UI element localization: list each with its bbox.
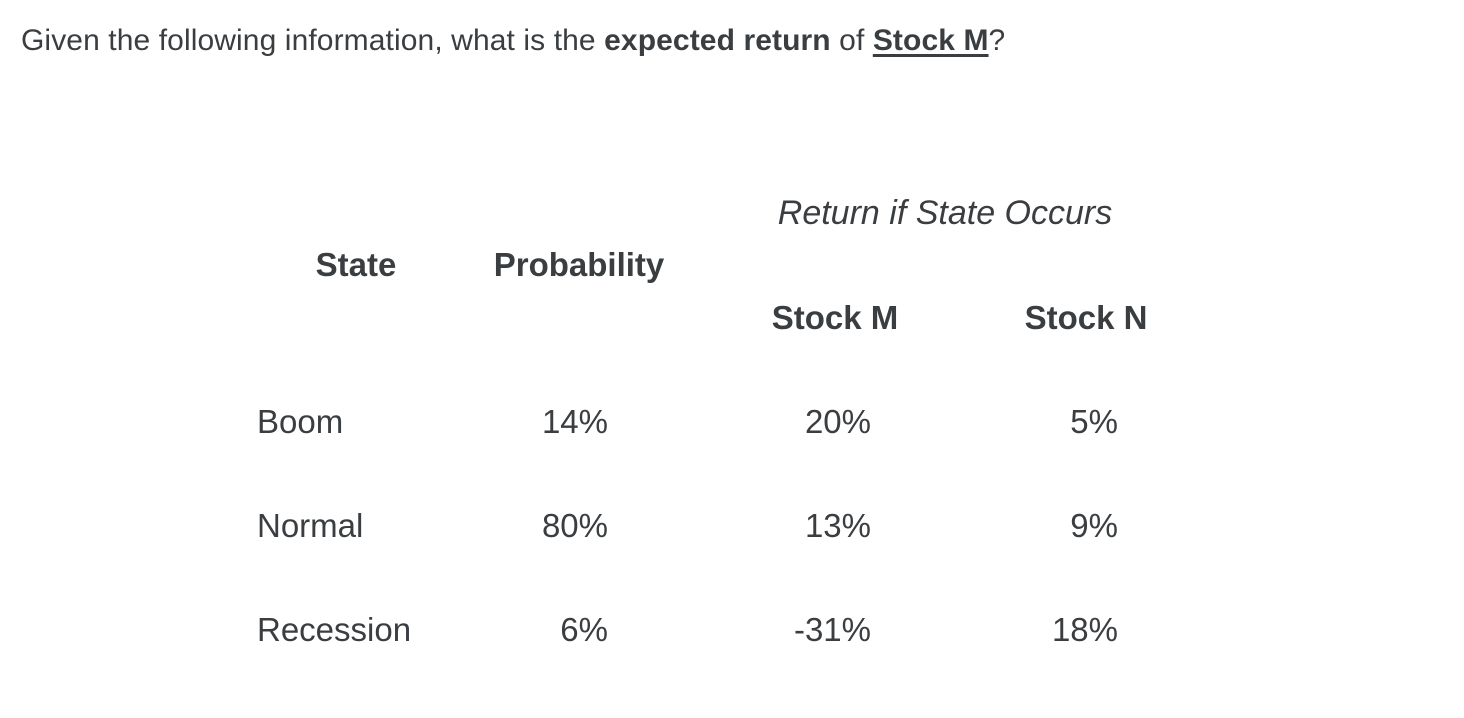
cell-probability-normal: 80% [541,507,608,544]
cell-probability-boom: 14% [541,403,608,440]
question-text-segment: Given the following information, what is… [21,24,605,57]
question-text-segment: of [830,24,873,57]
cell-stock-m-boom: 20% [804,403,871,440]
header-stock-n: Stock N [1024,299,1148,336]
cell-probability-recession: 6% [560,611,608,648]
header-probability: Probability [493,246,665,283]
header-stock-m: Stock M [771,299,899,336]
question-stock-m-underlined: Stock M [872,24,989,57]
table-caption: Return if State Occurs [777,194,1113,232]
question-bold-phrase: expected return [604,24,831,57]
cell-stock-n-recession: 18% [1051,611,1118,648]
cell-stock-n-boom: 5% [1070,403,1118,440]
cell-state-recession: Recession [257,611,412,648]
question-text-segment: ? [988,24,1006,57]
cell-stock-n-normal: 9% [1070,507,1118,544]
cell-stock-m-recession: -31% [793,611,871,648]
cell-stock-m-normal: 13% [804,507,871,544]
cell-state-normal: Normal [257,507,364,544]
header-state: State [315,246,397,283]
cell-state-boom: Boom [257,403,344,440]
question-text: Given the following information, what is… [21,26,1005,56]
